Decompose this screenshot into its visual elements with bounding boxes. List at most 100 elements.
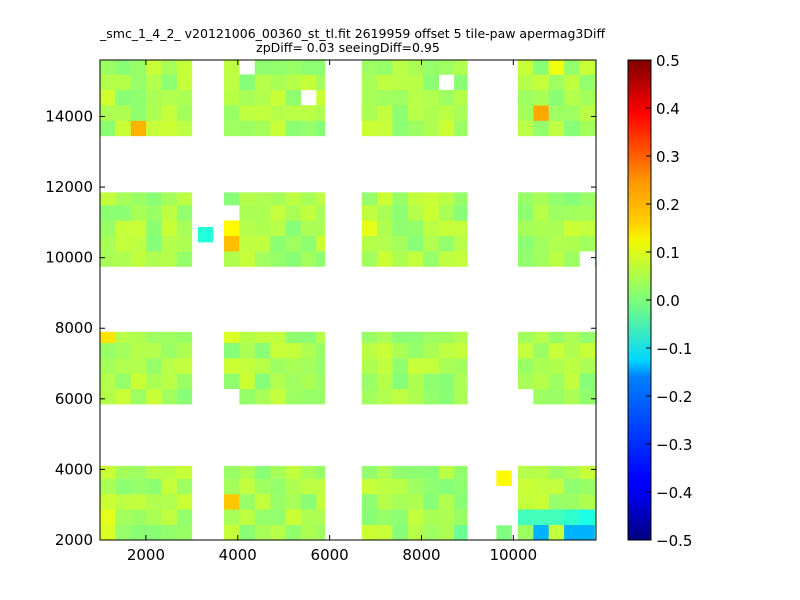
- heatmap-cell: [316, 524, 326, 540]
- heatmap-cell: [533, 388, 549, 405]
- heatmap-cell: [300, 74, 317, 91]
- heatmap-cell: [548, 220, 565, 237]
- heatmap-cell: [254, 331, 271, 344]
- heatmap-cell: [423, 509, 440, 525]
- heatmap-cell: [361, 120, 378, 137]
- heatmap-cell: [548, 192, 565, 206]
- heatmap-cell: [407, 220, 424, 237]
- heatmap-cell: [423, 120, 440, 137]
- heatmap-cell: [564, 509, 580, 525]
- heatmap-cell: [407, 493, 424, 510]
- heatmap-cell: [517, 342, 534, 359]
- heatmap-cell: [115, 89, 132, 106]
- heatmap-cell: [454, 465, 468, 479]
- heatmap-cell: [161, 105, 178, 121]
- heatmap-cell: [270, 493, 286, 510]
- heatmap-cell: [100, 331, 116, 344]
- heatmap-cell: [454, 251, 468, 267]
- heatmap-cell: [594, 251, 596, 267]
- heatmap-cell: [392, 465, 409, 479]
- heatmap-cell: [438, 524, 455, 540]
- heatmap-cell: [548, 373, 565, 390]
- heatmap-cell: [438, 60, 455, 75]
- heatmap-cell: [285, 342, 302, 359]
- heatmap-cell: [270, 105, 286, 121]
- heatmap-cell: [407, 120, 424, 137]
- x-tick-label: 8000: [402, 546, 440, 564]
- heatmap-cell: [392, 358, 409, 374]
- heatmap-cell: [100, 60, 116, 75]
- heatmap-cell: [438, 388, 455, 405]
- heatmap-cell: [361, 342, 378, 359]
- heatmap-cell: [377, 235, 393, 252]
- heatmap-cell: [548, 89, 565, 106]
- heatmap-cell: [454, 331, 468, 344]
- heatmap-cell: [239, 192, 256, 206]
- x-tick-label: 2000: [127, 546, 165, 564]
- heatmap-cell: [239, 478, 256, 495]
- heatmap-cell: [254, 388, 271, 405]
- heatmap-cell: [115, 331, 132, 344]
- heatmap-cell: [454, 205, 468, 221]
- heatmap-cell: [377, 205, 393, 221]
- heatmap-cell: [224, 220, 240, 237]
- heatmap-cell: [146, 331, 162, 344]
- heatmap-cell: [564, 89, 580, 106]
- heatmap-cell: [254, 251, 271, 267]
- heatmap-cell: [454, 220, 468, 237]
- heatmap-cell: [130, 358, 147, 374]
- heatmap-cell: [146, 205, 162, 221]
- heatmap-cell: [300, 192, 317, 206]
- heatmap-cell: [548, 524, 565, 540]
- heatmap-cell: [176, 509, 193, 525]
- heatmap-cell: [270, 373, 286, 390]
- heatmap-cell: [100, 388, 116, 405]
- heatmap-cell: [517, 120, 534, 137]
- heatmap-cell: [377, 509, 393, 525]
- heatmap-cell: [270, 509, 286, 525]
- heatmap-cell: [115, 358, 132, 374]
- heatmap-cell: [254, 524, 271, 540]
- heatmap-cell: [161, 358, 178, 374]
- colorbar-tick-label: 0.5: [656, 52, 680, 70]
- heatmap-cell: [239, 251, 256, 267]
- heatmap-cell: [115, 493, 132, 510]
- heatmap-cell: [454, 388, 468, 405]
- heatmap-cell: [239, 358, 256, 374]
- heatmap-cell: [146, 373, 162, 390]
- x-tick-label: 10000: [489, 546, 537, 564]
- heatmap-cell: [423, 220, 440, 237]
- heatmap-cell: [270, 205, 286, 221]
- heatmap-cell: [161, 465, 178, 479]
- heatmap-cell: [438, 120, 455, 137]
- heatmap-cell: [285, 465, 302, 479]
- x-tick-label: 6000: [311, 546, 349, 564]
- heatmap-cell: [454, 478, 468, 495]
- heatmap-cell: [130, 478, 147, 495]
- heatmap-cell: [517, 60, 534, 75]
- heatmap-cell: [239, 105, 256, 121]
- heatmap-cell: [423, 235, 440, 252]
- heatmap-cell: [392, 60, 409, 75]
- colorbar-tick-label: 0.4: [656, 100, 680, 118]
- heatmap-cell: [316, 465, 326, 479]
- heatmap-cell: [579, 120, 596, 137]
- heatmap-cell: [361, 373, 378, 390]
- heatmap-cell: [548, 465, 565, 479]
- heatmap-cell: [392, 205, 409, 221]
- heatmap-cell: [146, 89, 162, 106]
- heatmap-cell: [300, 331, 317, 344]
- heatmap-cell: [254, 342, 271, 359]
- heatmap-cell: [392, 524, 409, 540]
- x-axis: 2000 4000 6000 8000 10000: [127, 60, 537, 564]
- heatmap-cell: [392, 388, 409, 405]
- heatmap-cell: [285, 192, 302, 206]
- heatmap-cell: [407, 388, 424, 405]
- heatmap-cell: [239, 235, 256, 252]
- heatmap-cell: [392, 220, 409, 237]
- heatmap-cell: [224, 465, 240, 479]
- heatmap-cell: [224, 493, 240, 510]
- y-tick-label: 2000: [55, 531, 93, 549]
- heatmap-cell: [548, 493, 565, 510]
- heatmap-cell: [392, 105, 409, 121]
